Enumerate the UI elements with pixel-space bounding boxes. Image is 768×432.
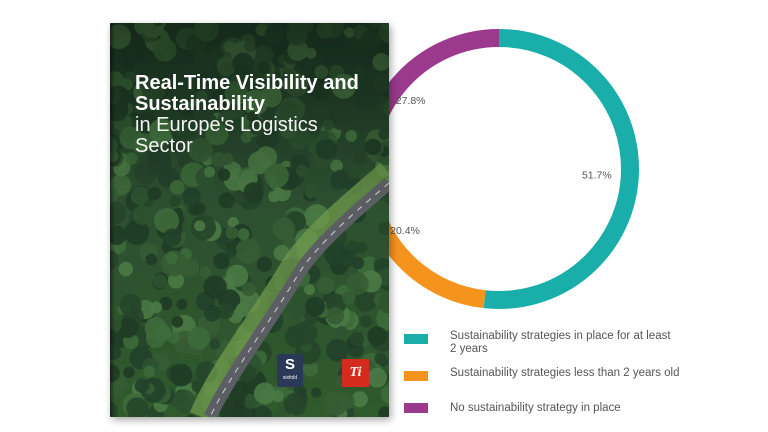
sixfold-logo-icon: S <box>284 356 295 373</box>
cover-title-light: in Europe's Logistics Sector <box>135 114 318 157</box>
slice-value-label: 27.8% <box>396 95 426 107</box>
slice-value-label: 51.7% <box>582 169 612 181</box>
donut-slice-0 <box>483 29 639 309</box>
legend-swatch-purple <box>404 403 428 413</box>
legend-swatch-orange <box>404 371 428 381</box>
sixfold-logo-text: sixfold <box>282 375 298 381</box>
report-cover: Real-Time Visibility and Sustainability … <box>110 23 389 417</box>
cover-title: Real-Time Visibility and Sustainability … <box>135 73 375 157</box>
ti-logo: Ti <box>342 359 369 387</box>
cover-title-bold: Real-Time Visibility and Sustainability <box>135 72 359 115</box>
slice-value-label: 20.4% <box>390 225 420 237</box>
donut-labels: 51.7% 20.4% 27.8% <box>390 95 612 237</box>
legend-label: Sustainability strategies less than 2 ye… <box>450 367 680 379</box>
sixfold-logo: S sixfold <box>277 354 303 387</box>
legend-swatch-teal <box>404 334 428 344</box>
forest-road-image <box>110 23 389 417</box>
legend-label: No sustainability strategy in place <box>450 402 621 414</box>
legend-label: Sustainability strategies in place for a… <box>450 330 671 355</box>
cover-shade <box>110 23 389 417</box>
